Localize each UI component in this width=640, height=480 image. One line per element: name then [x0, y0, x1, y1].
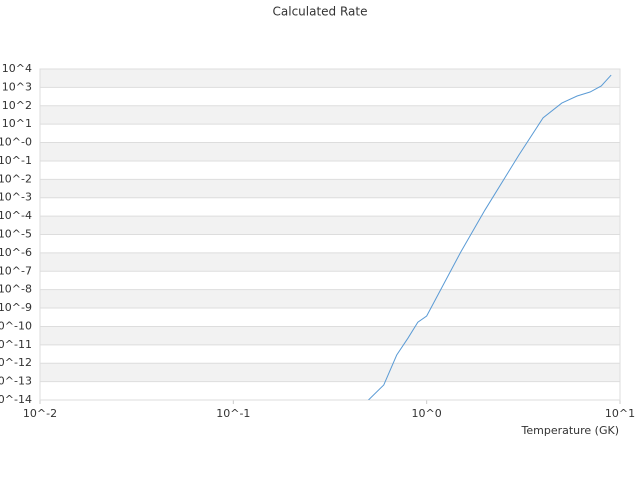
y-tick-label: 10^-12 — [0, 356, 32, 369]
y-tick-label: 10^-11 — [0, 338, 32, 351]
series-line — [368, 74, 612, 400]
grid-band — [40, 69, 620, 88]
y-tick-label: 10^-9 — [0, 301, 32, 314]
grid-band — [40, 105, 620, 125]
grid-band — [40, 142, 620, 161]
grid-band — [40, 363, 620, 382]
y-tick-label: 10^-7 — [0, 264, 32, 277]
y-tick-label: 10^-5 — [0, 228, 32, 241]
x-tick-label: 10^1 — [605, 407, 635, 420]
y-tick-label: 10^-6 — [0, 246, 32, 259]
y-tick-label: 10^4 — [2, 62, 32, 75]
x-axis-label: Temperature (GK) — [521, 424, 620, 437]
y-tick-label: 10^-10 — [0, 319, 32, 332]
grid-band — [40, 289, 620, 309]
y-tick-label: 10^-13 — [0, 375, 32, 388]
y-tick-label: 10^2 — [2, 99, 32, 112]
plot-frame — [39, 68, 621, 401]
grid-band — [40, 326, 620, 345]
x-tick-label: 10^-2 — [23, 407, 57, 420]
y-tick-label: 10^1 — [2, 117, 32, 130]
y-tick-label: 10^3 — [2, 80, 32, 93]
grid-band — [40, 216, 620, 235]
x-tick-label: 10^-1 — [216, 407, 250, 420]
y-tick-label: 10^-4 — [0, 209, 32, 222]
grid-band — [40, 252, 620, 272]
y-tick-label: 10^-8 — [0, 283, 32, 296]
y-tick-label: 10^-1 — [0, 154, 32, 167]
x-tick-label: 10^0 — [412, 407, 442, 420]
y-tick-label: 10^-14 — [0, 393, 32, 406]
y-tick-label: 10^-0 — [0, 136, 32, 149]
chart-title: Calculated Rate — [273, 5, 368, 19]
grid-band — [40, 179, 620, 198]
y-tick-label: 10^-3 — [0, 191, 32, 204]
y-tick-label: 10^-2 — [0, 172, 32, 185]
